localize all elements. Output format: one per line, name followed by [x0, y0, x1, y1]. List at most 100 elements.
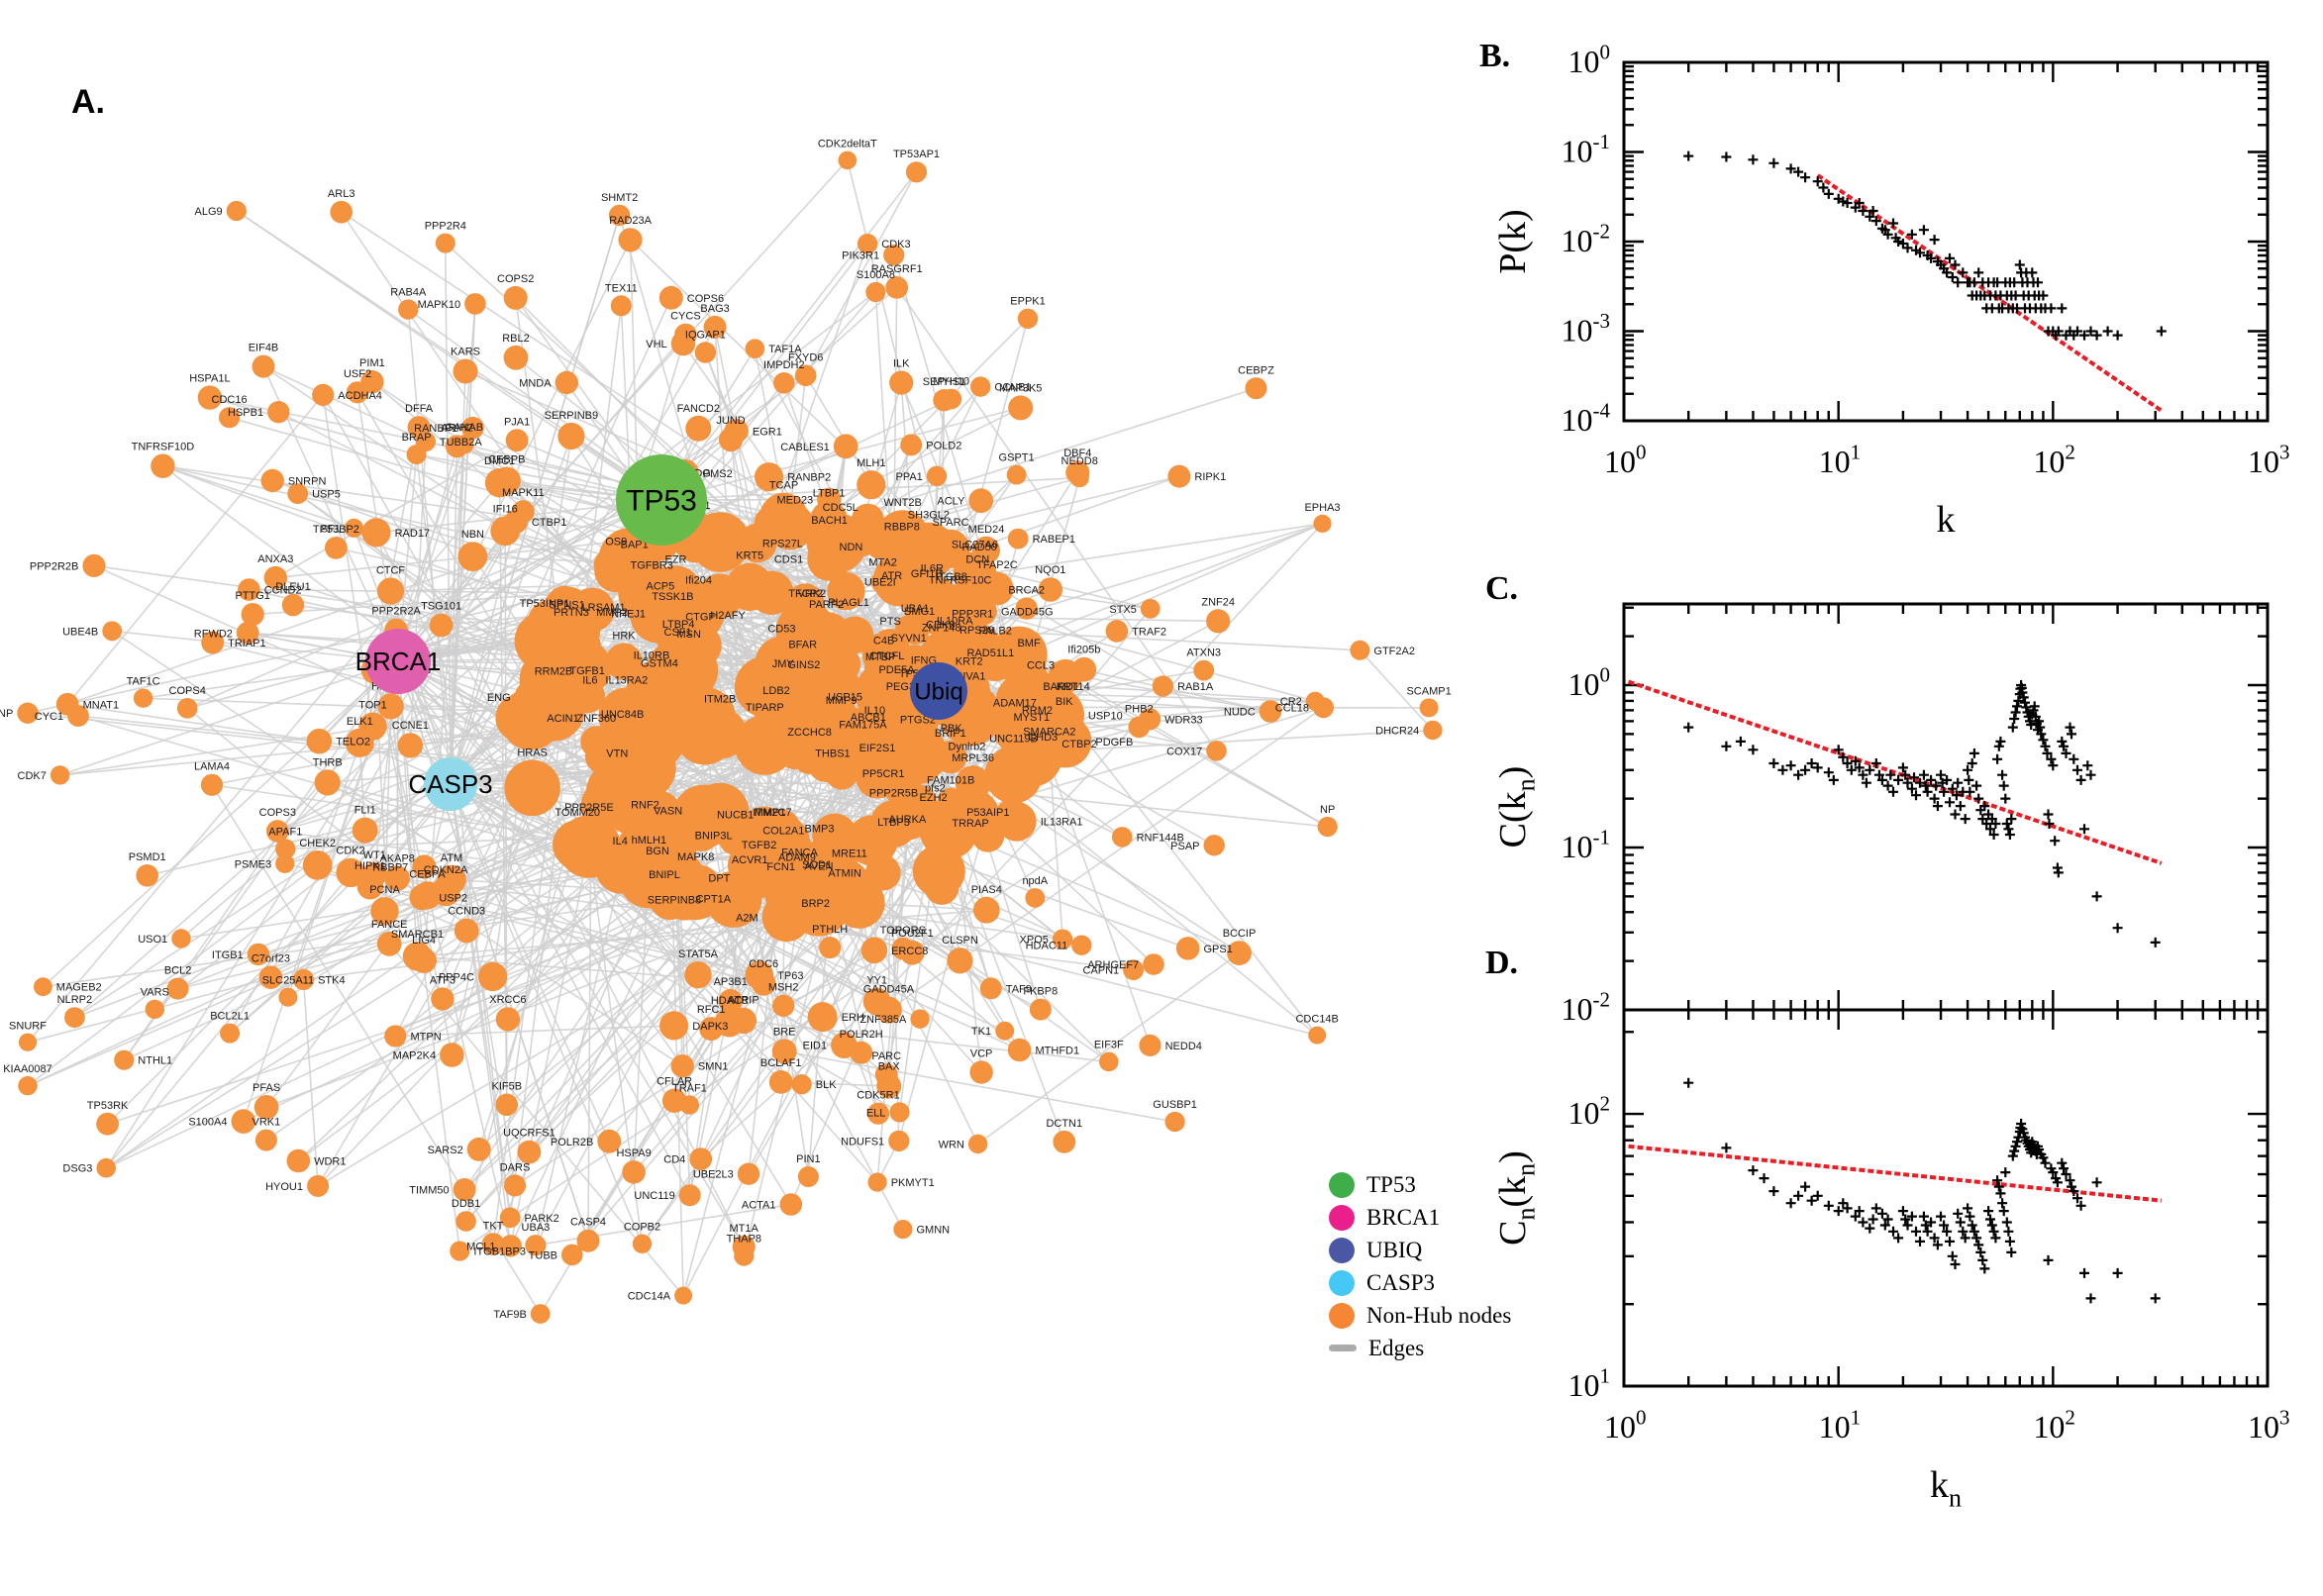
network-node-label: SPARC — [932, 517, 968, 529]
network-edge — [262, 365, 427, 443]
network-node-label: BRCA2 — [1008, 584, 1045, 596]
network-node-label: DCTN1 — [1046, 1118, 1082, 1130]
network-node-label: CCNB1 — [994, 382, 1031, 394]
network-node — [530, 1304, 551, 1324]
network-node-label: BNIP3L — [695, 830, 733, 842]
network-node-label: CDK5R1 — [857, 1090, 899, 1102]
network-node — [503, 285, 528, 310]
network-node — [847, 815, 898, 866]
network-edge — [458, 749, 1217, 1252]
network-node-label: GSTM4 — [641, 657, 678, 669]
network-node — [1203, 835, 1225, 856]
network-node-label: PEG3 — [886, 681, 915, 693]
network-node — [278, 987, 298, 1007]
network-node-label: FANCE — [371, 919, 408, 931]
network-node-label: ANXA3 — [257, 553, 293, 565]
network-node — [968, 553, 991, 576]
network-node-label: MTBP — [865, 651, 896, 663]
network-node-label: TOMM20 — [555, 807, 600, 819]
network-node — [466, 1137, 491, 1161]
network-node — [446, 435, 468, 458]
network-node — [626, 662, 677, 713]
x-tick-label: 101 — [1819, 1406, 1862, 1445]
network-node-label: TGFB2 — [742, 840, 776, 851]
node-swatch-icon — [1329, 1269, 1355, 1296]
network-node — [220, 1023, 241, 1044]
network-node — [867, 1172, 887, 1192]
network-node — [766, 710, 811, 755]
network-node — [287, 483, 309, 504]
network-node — [817, 487, 842, 512]
network-node — [876, 1073, 902, 1099]
network-node-label: IQGAP1 — [685, 329, 726, 341]
network-node — [807, 1002, 838, 1033]
network-node-label: PPP2R2A — [371, 606, 421, 618]
network-node-label: KRT14 — [1057, 681, 1090, 693]
network-node-label: CDC16 — [212, 394, 248, 406]
network-node-label: FANCA — [781, 847, 818, 858]
y-tick-label: 10-4 — [1562, 399, 1611, 438]
y-axis-title: P(k) — [1492, 209, 1534, 273]
network-node — [771, 1039, 797, 1064]
network-node-label: XRCC6 — [489, 994, 526, 1006]
network-node — [461, 416, 484, 440]
network-node — [453, 1178, 476, 1201]
network-node — [965, 716, 990, 740]
network-node-label: C7orf23 — [252, 952, 290, 964]
network-node-label: GFI1B — [911, 568, 943, 580]
network-edge — [784, 1050, 1175, 1123]
network-node-label: PIAS4 — [971, 884, 1002, 896]
network-node-label: GANAB — [446, 422, 484, 434]
network-node-label: BCL2L1 — [210, 1011, 250, 1023]
y-tick-label: 10-2 — [1562, 988, 1611, 1027]
network-node — [345, 728, 374, 757]
network-node-label: SPNS1 — [550, 599, 585, 611]
network-node-label: FXYD6 — [788, 352, 823, 364]
network-node — [967, 1134, 988, 1154]
network-node — [885, 276, 909, 299]
legend-item-casp3: CASP3 — [1329, 1266, 1511, 1299]
network-node-label: COPS3 — [259, 807, 296, 819]
network-node-label: TAF9B — [493, 1309, 526, 1321]
network-node-label: SF1 — [321, 523, 341, 535]
network-node — [934, 587, 986, 640]
network-node — [865, 281, 886, 303]
network-node-label: WDR1 — [314, 1156, 346, 1168]
network-node-label: RAB1A — [1177, 681, 1214, 693]
network-node — [546, 585, 583, 623]
network-node — [292, 968, 315, 991]
network-node-label: UBE2L3 — [693, 1169, 734, 1181]
node-swatch-icon — [1329, 1204, 1355, 1231]
network-node-label: SEPHS1 — [923, 376, 965, 388]
network-node — [495, 1093, 519, 1117]
network-edge — [236, 210, 662, 501]
network-node — [1038, 577, 1063, 602]
network-node — [312, 383, 335, 406]
network-node-label: CD4 — [663, 1154, 685, 1166]
network-node-label: CTCF — [376, 564, 406, 576]
network-node — [275, 853, 295, 873]
network-node-label: FCN1 — [766, 861, 795, 873]
network-node — [226, 200, 247, 222]
network-node-label: NQO1 — [1035, 564, 1065, 576]
network-node-label: TP63 — [777, 970, 803, 982]
network-node-label: PSME3 — [235, 858, 271, 870]
network-edge — [66, 394, 324, 705]
network-node — [1052, 929, 1073, 949]
network-node-label: DLEU1 — [275, 581, 310, 593]
network-node-label: HDAC11 — [1026, 941, 1068, 952]
network-node — [678, 1184, 701, 1207]
network-node-label: COPB2 — [624, 1222, 660, 1234]
network-node-label: NP — [1320, 804, 1335, 816]
network-node-label: BIK — [1056, 696, 1073, 708]
network-node — [891, 937, 915, 960]
network-node-label: IMPDH2 — [763, 359, 805, 371]
network-node — [307, 1174, 330, 1197]
network-node-label: S100A8 — [857, 269, 895, 281]
network-node-label: A2M — [736, 913, 758, 925]
network-node-label: POU2F1 — [891, 928, 934, 940]
network-node-label: Ifi205b — [1067, 645, 1100, 656]
network-node — [827, 515, 854, 542]
network-node-label: UNC84B — [601, 709, 644, 721]
